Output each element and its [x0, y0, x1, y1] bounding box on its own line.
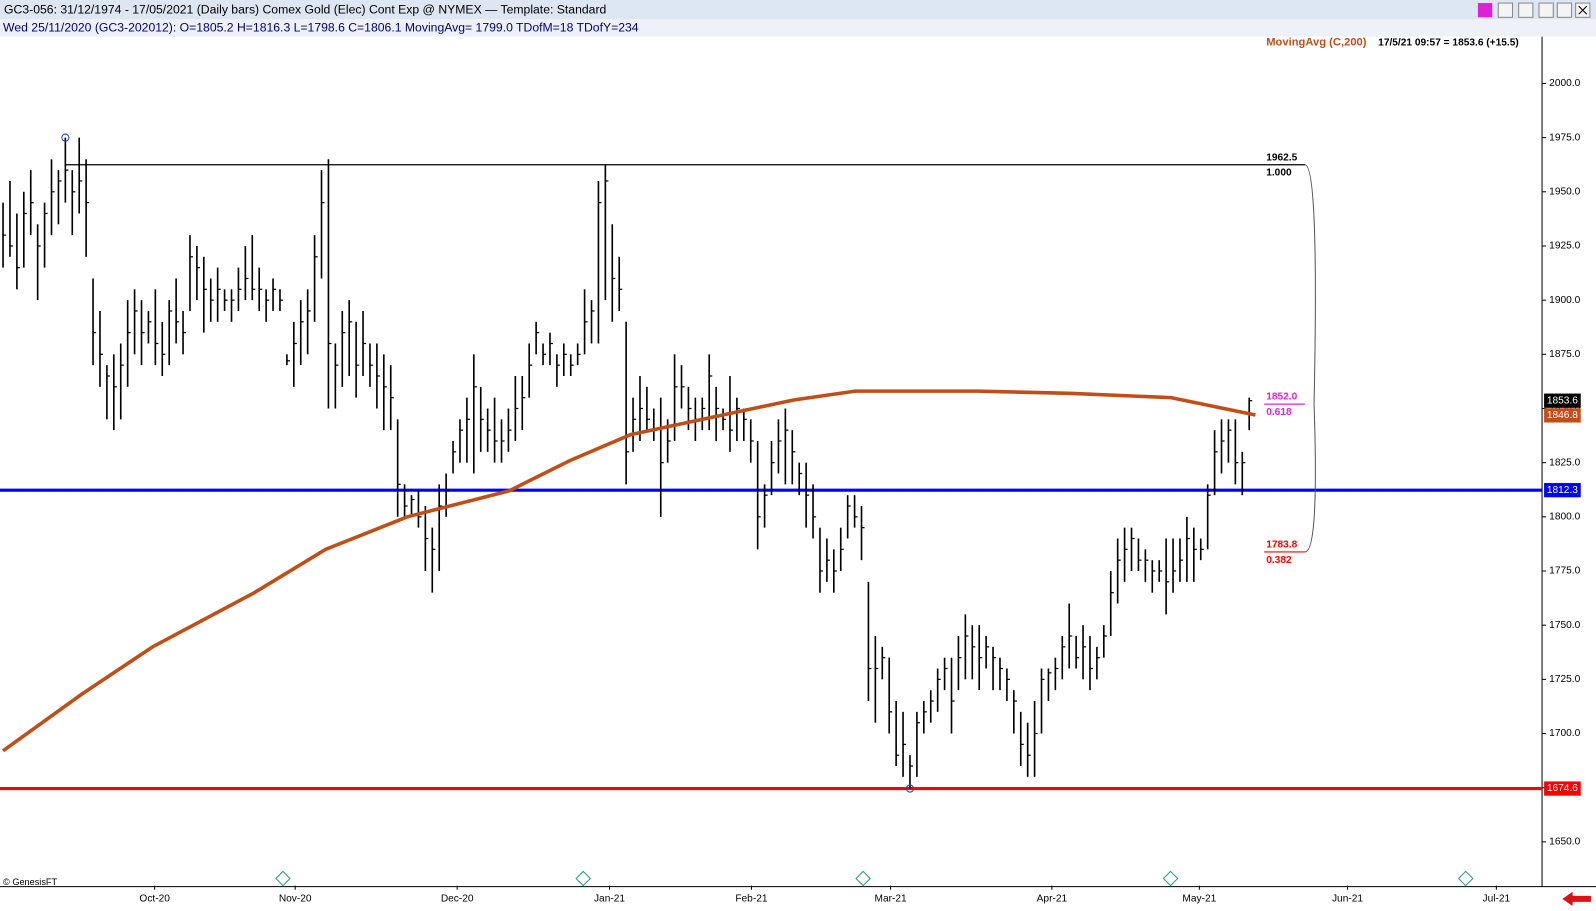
event-icon[interactable]	[1162, 870, 1179, 887]
fib-anchor-high	[61, 133, 70, 142]
y-tick-label: 1650.0	[1549, 837, 1580, 848]
last-price-label: 1853.6	[1547, 395, 1578, 406]
x-tick-label: Jan-21	[594, 894, 625, 905]
fib-price: 1962.5	[1266, 152, 1297, 163]
y-tick-label: 2000.0	[1549, 78, 1580, 89]
fib-ratio: 0.382	[1266, 555, 1292, 566]
window-title: GC3-056: 31/12/1974 - 17/05/2021 (Daily …	[4, 2, 606, 16]
x-tick-label: Jun-21	[1332, 894, 1363, 905]
y-tick-label: 1900.0	[1549, 295, 1580, 306]
event-icon[interactable]	[855, 870, 871, 887]
level-price-box	[1544, 483, 1581, 498]
help-button[interactable]	[1497, 2, 1514, 18]
y-tick-label: 1725.0	[1549, 674, 1580, 685]
credit: © GenesisFT	[3, 877, 57, 887]
ma-legend: MovingAvg (C,200)	[1266, 37, 1367, 49]
info-line: Wed 25/11/2020 (GC3-202012): O=1805.2 H=…	[3, 21, 639, 35]
y-tick-label: 1825.0	[1549, 457, 1580, 468]
level-price-label: 1674.6	[1547, 783, 1578, 794]
event-icons[interactable]	[275, 870, 1474, 887]
event-icon[interactable]	[275, 870, 291, 887]
fib-price: 1783.8	[1266, 539, 1297, 550]
x-tick-label: Mar-21	[875, 894, 908, 905]
x-tick-label: Jul-21	[1483, 894, 1511, 905]
pin-button[interactable]	[1518, 2, 1534, 18]
fib-anchor-low	[905, 784, 915, 793]
event-icon[interactable]	[1457, 870, 1474, 887]
fib-price: 1852.0	[1266, 392, 1297, 403]
s-button[interactable]	[1477, 3, 1493, 18]
title-bar	[0, 0, 1596, 20]
minimize-button[interactable]	[1538, 2, 1554, 18]
fib-ratio: 1.000	[1266, 168, 1292, 179]
x-tick-label: Dec-20	[441, 894, 474, 905]
x-tick-label: Feb-21	[735, 894, 768, 905]
quote: 17/5/21 09:57 = 1853.6 (+15.5)	[1378, 37, 1519, 48]
y-tick-label: 1950.0	[1549, 186, 1580, 197]
y-tick-label: 1775.0	[1549, 566, 1580, 577]
level-price-box	[1544, 781, 1581, 796]
level-price-label: 1812.3	[1547, 485, 1578, 496]
y-tick-label: 1875.0	[1549, 349, 1580, 360]
restore-button[interactable]	[1556, 2, 1573, 18]
x-tick-label: Apr-21	[1037, 894, 1068, 905]
scroll-arrow[interactable]	[1562, 891, 1591, 906]
fib-bracket	[1304, 164, 1316, 553]
event-icon[interactable]	[575, 870, 592, 887]
x-tick-label: May-21	[1182, 894, 1216, 905]
close-icon	[1578, 5, 1588, 15]
y-tick-label: 1750.0	[1549, 620, 1580, 631]
last-price-box	[1544, 393, 1581, 408]
y-tick-label: 1700.0	[1549, 728, 1580, 739]
window-buttons[interactable]	[1477, 2, 1591, 18]
y-tick-label: 1925.0	[1549, 241, 1580, 252]
x-tick-label: Nov-20	[279, 894, 312, 905]
ma-price-box	[1544, 408, 1581, 423]
moving-average	[2, 389, 1256, 753]
info-bar	[0, 19, 1596, 37]
ma-price-label: 1846.8	[1547, 410, 1578, 421]
y-tick-label: 1975.0	[1549, 132, 1580, 143]
x-tick-label: Oct-20	[139, 894, 170, 905]
fib-ratio: 0.618	[1266, 407, 1292, 418]
y-tick-label: 1800.0	[1549, 512, 1580, 523]
